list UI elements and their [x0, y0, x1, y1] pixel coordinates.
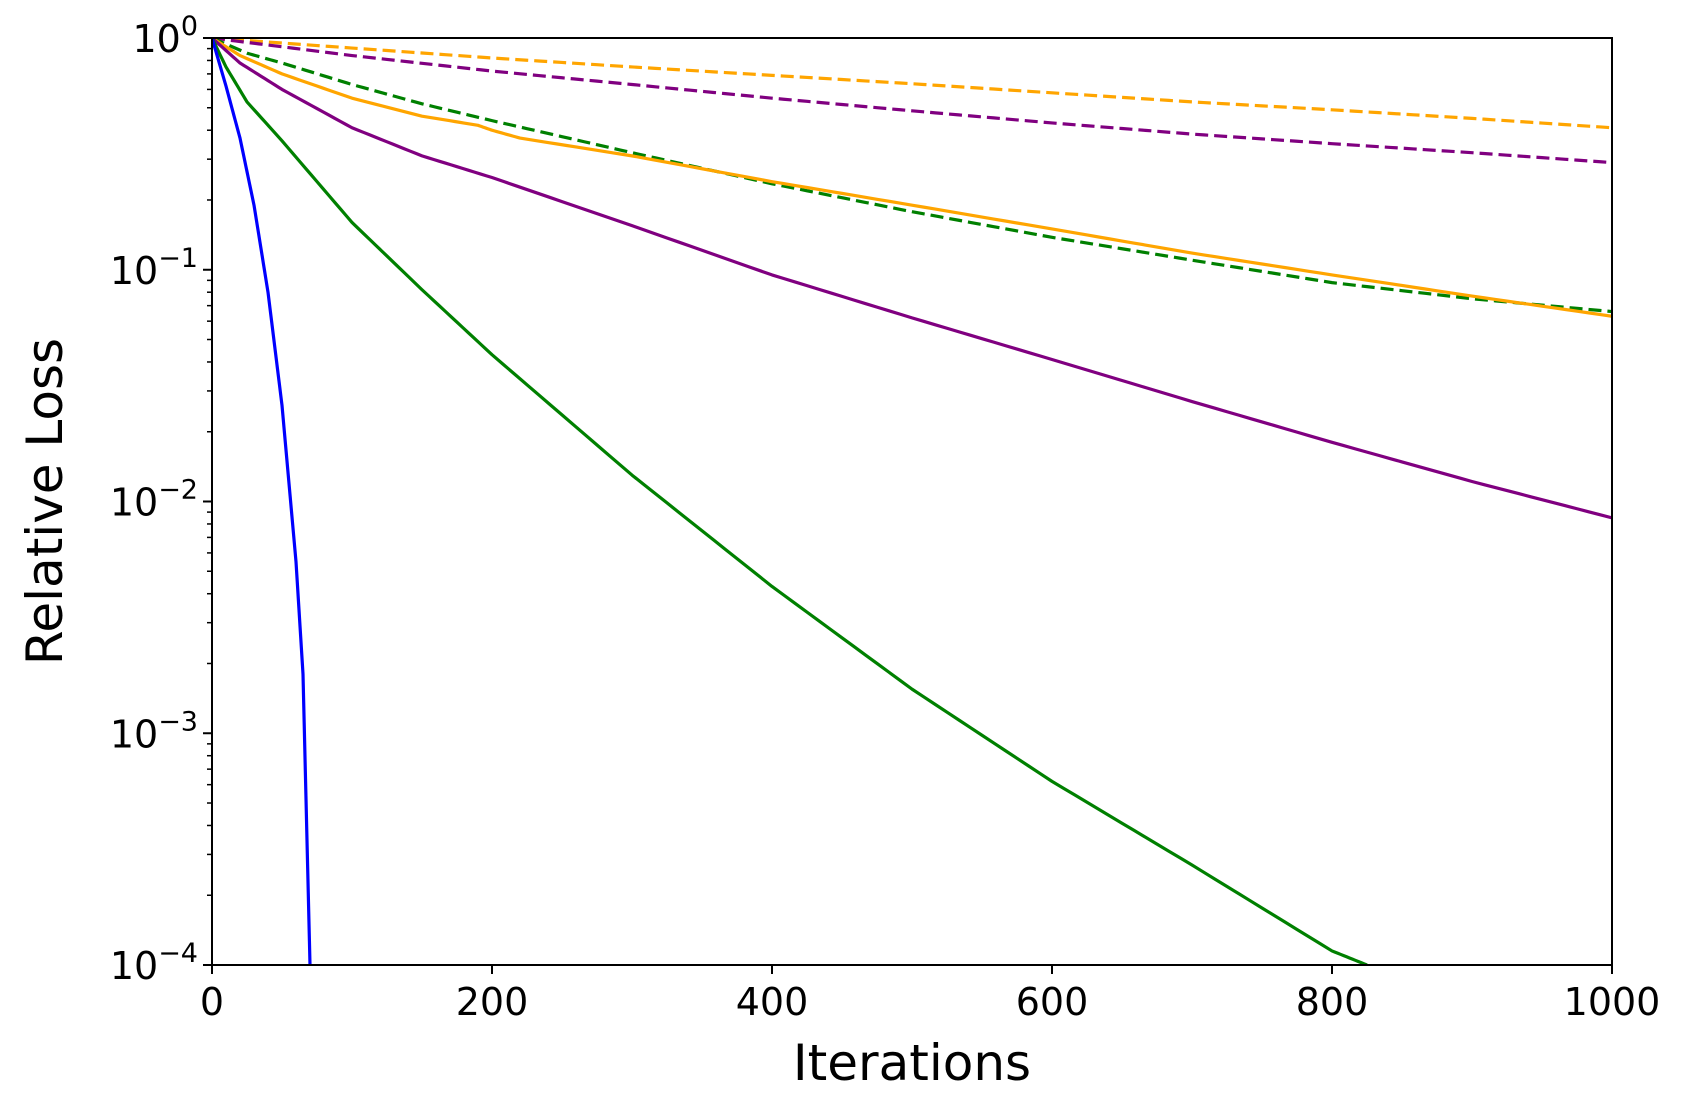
- x-tick-label: 400: [736, 980, 809, 1024]
- x-axis: 0 200 400 600 800 1000: [200, 965, 1660, 1024]
- y-tick-label: 10−4: [110, 938, 198, 988]
- series-line-7: [212, 38, 312, 965]
- series-line-4: [212, 38, 1612, 318]
- x-axis-title: Iterations: [793, 1034, 1031, 1092]
- x-tick-label: 0: [200, 980, 224, 1024]
- y-tick-label: 10−2: [110, 475, 198, 525]
- y-axis: 100 10−1 10−2 10−3 10−4: [110, 11, 212, 988]
- series-line-2: [212, 38, 1612, 165]
- series-line-1: [212, 38, 1612, 130]
- y-axis-title: Relative Loss: [16, 338, 74, 665]
- x-tick-label: 200: [456, 980, 529, 1024]
- series-line-5: [212, 38, 1612, 520]
- series-line-6: [212, 38, 1368, 965]
- series-layer: [212, 38, 1612, 965]
- y-tick-label: 100: [132, 11, 198, 61]
- x-tick-label: 600: [1016, 980, 1089, 1024]
- y-tick-label: 10−3: [110, 706, 198, 756]
- series-line-3: [212, 38, 1612, 314]
- x-tick-label: 1000: [1564, 980, 1661, 1024]
- x-tick-label: 800: [1296, 980, 1369, 1024]
- y-tick-label: 10−1: [110, 243, 198, 293]
